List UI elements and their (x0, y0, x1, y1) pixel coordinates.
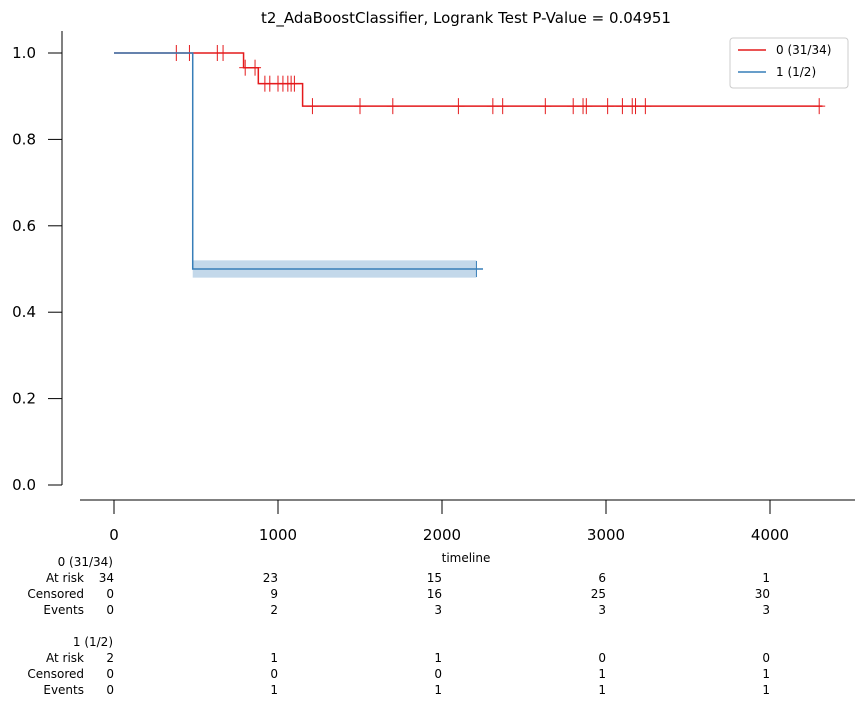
risk-value: 0 (270, 667, 278, 681)
y-tick-label: 0.6 (12, 217, 36, 235)
risk-value: 6 (598, 571, 606, 585)
x-tick-label: 4000 (751, 526, 789, 544)
risk-value: 1 (762, 683, 770, 697)
x-axis-label: timeline (442, 551, 491, 565)
risk-value: 34 (99, 571, 114, 585)
risk-value: 3 (434, 603, 442, 617)
risk-value: 15 (427, 571, 442, 585)
x-tick-label: 1000 (259, 526, 297, 544)
legend-label: 0 (31/34) (776, 43, 831, 57)
y-tick-label: 0.8 (12, 130, 36, 148)
x-ticks: 0 1000 2000 3000 4000 (109, 500, 789, 544)
risk-value: 16 (427, 587, 442, 601)
risk-value: 0 (106, 587, 114, 601)
legend-label: 1 (1/2) (776, 65, 816, 79)
risk-value: 1 (434, 683, 442, 697)
risk-value: 1 (762, 571, 770, 585)
risk-value: 0 (598, 651, 606, 665)
risk-value: 3 (598, 603, 606, 617)
y-ticks: 0.0 0.2 0.4 0.6 0.8 1.0 (12, 44, 62, 494)
risk-group-label: 1 (1/2) (73, 635, 113, 649)
risk-value: 2 (106, 651, 114, 665)
risk-value: 1 (434, 651, 442, 665)
y-tick-label: 0.4 (12, 303, 36, 321)
x-tick-label: 3000 (587, 526, 625, 544)
risk-value: 1 (598, 683, 606, 697)
y-tick-label: 0.2 (12, 390, 36, 408)
risk-value: 0 (106, 683, 114, 697)
risk-value: 0 (106, 667, 114, 681)
risk-value: 2 (270, 603, 278, 617)
risk-row-label: Events (43, 603, 84, 617)
chart-title: t2_AdaBoostClassifier, Logrank Test P-Va… (261, 9, 671, 28)
y-tick-label: 1.0 (12, 44, 36, 62)
x-tick-label: 2000 (423, 526, 461, 544)
risk-value: 0 (106, 603, 114, 617)
series-layer (114, 45, 826, 277)
legend: 0 (31/34) 1 (1/2) (729, 37, 849, 89)
series-line-1 (114, 52, 483, 270)
risk-row-label: At risk (46, 651, 84, 665)
risk-value: 1 (598, 667, 606, 681)
risk-value: 25 (591, 587, 606, 601)
risk-value: 30 (755, 587, 770, 601)
risk-row-label: Events (43, 683, 84, 697)
risk-value: 3 (762, 603, 770, 617)
risk-value: 0 (434, 667, 442, 681)
risk-row-label: Censored (27, 667, 84, 681)
y-tick-label: 0.0 (12, 476, 36, 494)
risk-row-label: At risk (46, 571, 84, 585)
risk-row-label: Censored (27, 587, 84, 601)
series-line-0 (114, 52, 823, 107)
risk-value: 1 (762, 667, 770, 681)
risk-value: 23 (263, 571, 278, 585)
risk-value: 1 (270, 651, 278, 665)
risk-value: 1 (270, 683, 278, 697)
risk-value: 0 (762, 651, 770, 665)
x-tick-label: 0 (109, 526, 119, 544)
risk-value: 9 (270, 587, 278, 601)
risk-group-label: 0 (31/34) (58, 555, 113, 569)
